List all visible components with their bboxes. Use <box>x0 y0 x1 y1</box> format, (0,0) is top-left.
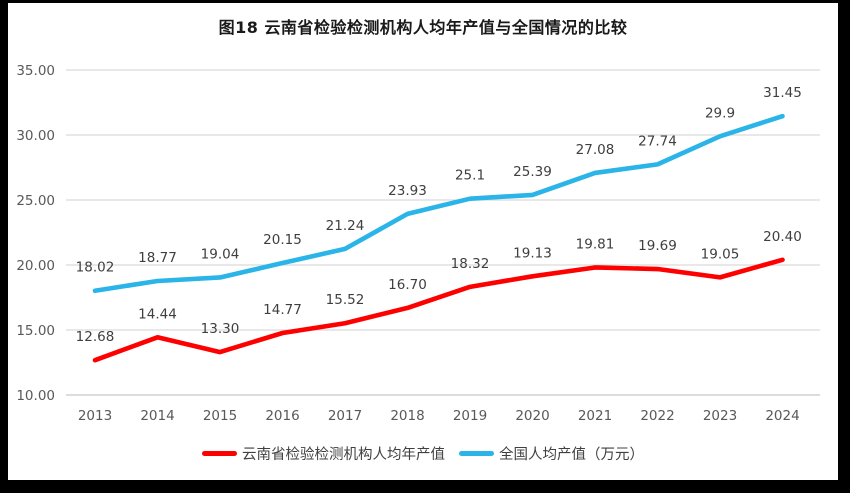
legend-swatch-icon <box>459 451 494 456</box>
data-point-label: 18.77 <box>138 250 177 266</box>
chart-canvas: 图18 云南省检验检测机构人均年产值与全国情况的比较 10.00 15.00 20.… <box>8 3 838 480</box>
x-axis-tick-label: 2021 <box>578 408 612 424</box>
y-axis-tick-label: 15.00 <box>16 323 55 339</box>
x-axis-tick-label: 2014 <box>140 408 174 424</box>
y-axis-tick-label: 20.00 <box>16 258 55 274</box>
x-axis-tick-label: 2023 <box>703 408 737 424</box>
data-point-label: 31.45 <box>763 85 802 101</box>
series-line-1 <box>92 113 785 294</box>
x-axis-tick-label: 2015 <box>203 408 237 424</box>
data-point-label: 25.39 <box>513 164 552 180</box>
chart-title: 图18 云南省检验检测机构人均年产值与全国情况的比较 <box>218 18 628 37</box>
legend-label: 全国人均产值（万元） <box>499 447 644 463</box>
data-point-label: 19.05 <box>701 246 740 262</box>
data-point-label: 19.69 <box>638 238 677 254</box>
data-point-label: 23.93 <box>388 183 427 199</box>
legend-swatch-icon <box>202 451 237 456</box>
data-point-label: 12.68 <box>76 329 115 345</box>
legend-item-1: 全国人均产值（万元） <box>459 443 644 464</box>
x-axis-tick-label: 2013 <box>78 408 112 424</box>
data-point-label: 19.04 <box>201 246 240 262</box>
data-point-label: 18.32 <box>451 256 490 272</box>
data-point-label: 21.24 <box>326 218 365 234</box>
x-axis-tick-label: 2017 <box>328 408 362 424</box>
x-axis-tick-label: 2018 <box>390 408 424 424</box>
data-point-label: 15.52 <box>326 292 365 308</box>
data-point-label: 29.9 <box>705 105 735 121</box>
data-point-label: 20.40 <box>763 229 802 245</box>
legend-item-0: 云南省检验检测机构人均年产值 <box>202 443 445 464</box>
chart-legend: 云南省检验检测机构人均年产值 全国人均产值（万元） <box>8 443 838 464</box>
y-axis-tick-label: 10.00 <box>16 388 55 404</box>
legend-label: 云南省检验检测机构人均年产值 <box>242 447 445 463</box>
data-point-label: 27.74 <box>638 133 677 149</box>
data-point-label: 27.08 <box>576 142 615 158</box>
y-axis-tick-label: 25.00 <box>16 193 55 209</box>
data-point-label: 14.44 <box>138 306 177 322</box>
x-axis-tick-label: 2022 <box>640 408 674 424</box>
y-axis-tick-label: 30.00 <box>16 128 55 144</box>
data-point-label: 13.30 <box>201 321 240 337</box>
data-point-label: 19.13 <box>513 245 552 261</box>
data-point-label: 19.81 <box>576 236 615 252</box>
series-line-0 <box>92 257 785 363</box>
data-point-label: 14.77 <box>263 302 302 318</box>
data-point-label: 25.1 <box>455 168 485 184</box>
x-axis-tick-label: 2020 <box>515 408 549 424</box>
data-point-label: 18.02 <box>76 260 115 276</box>
x-axis-tick-label: 2024 <box>765 408 799 424</box>
line-chart: 10.00 15.00 20.00 25.00 30.00 35.00 2013 2014 20… <box>16 63 820 424</box>
y-axis-tick-label: 35.00 <box>16 63 55 79</box>
data-point-label: 16.70 <box>388 277 427 293</box>
x-axis-tick-label: 2019 <box>453 408 487 424</box>
x-axis-tick-label: 2016 <box>265 408 299 424</box>
data-point-label: 20.15 <box>263 232 302 248</box>
